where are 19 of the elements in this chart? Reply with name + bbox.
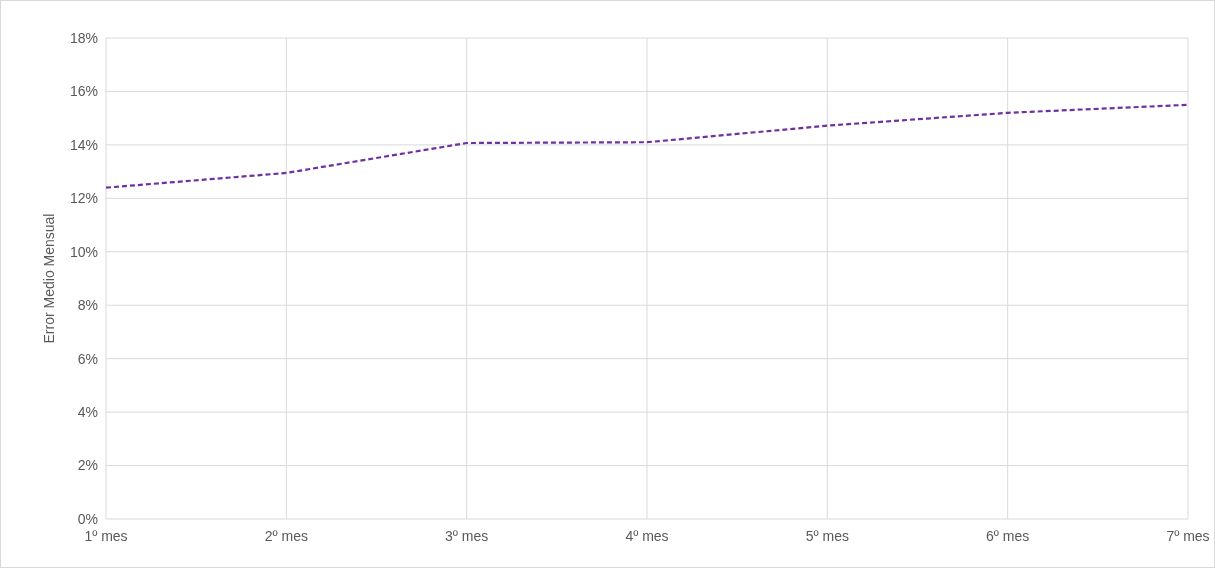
x-tick-label: 6º mes [986,528,1030,544]
x-tick-label: 4º mes [625,528,669,544]
y-tick-label: 18% [69,29,98,46]
y-tick-label: 10% [69,243,98,260]
y-tick-label: 8% [77,297,98,314]
y-tick-label: 12% [69,190,98,207]
x-tick-label: 5º mes [805,528,849,544]
y-tick-label: 4% [77,404,98,421]
x-tick-label: 2º mes [264,528,308,544]
x-tick-label: 1º mes [84,528,128,544]
x-tick-label: 3º mes [445,528,489,544]
y-tick-label: 6% [77,350,98,367]
line-series [104,103,1190,189]
x-tick-label: 7º mes [1166,528,1210,544]
y-tick-label: 0% [77,510,98,527]
y-tick-label: 2% [77,457,98,474]
y-tick-label: 14% [69,136,98,153]
y-tick-label: 16% [69,83,98,100]
y-axis-title: Error Medio Mensual [41,213,57,344]
